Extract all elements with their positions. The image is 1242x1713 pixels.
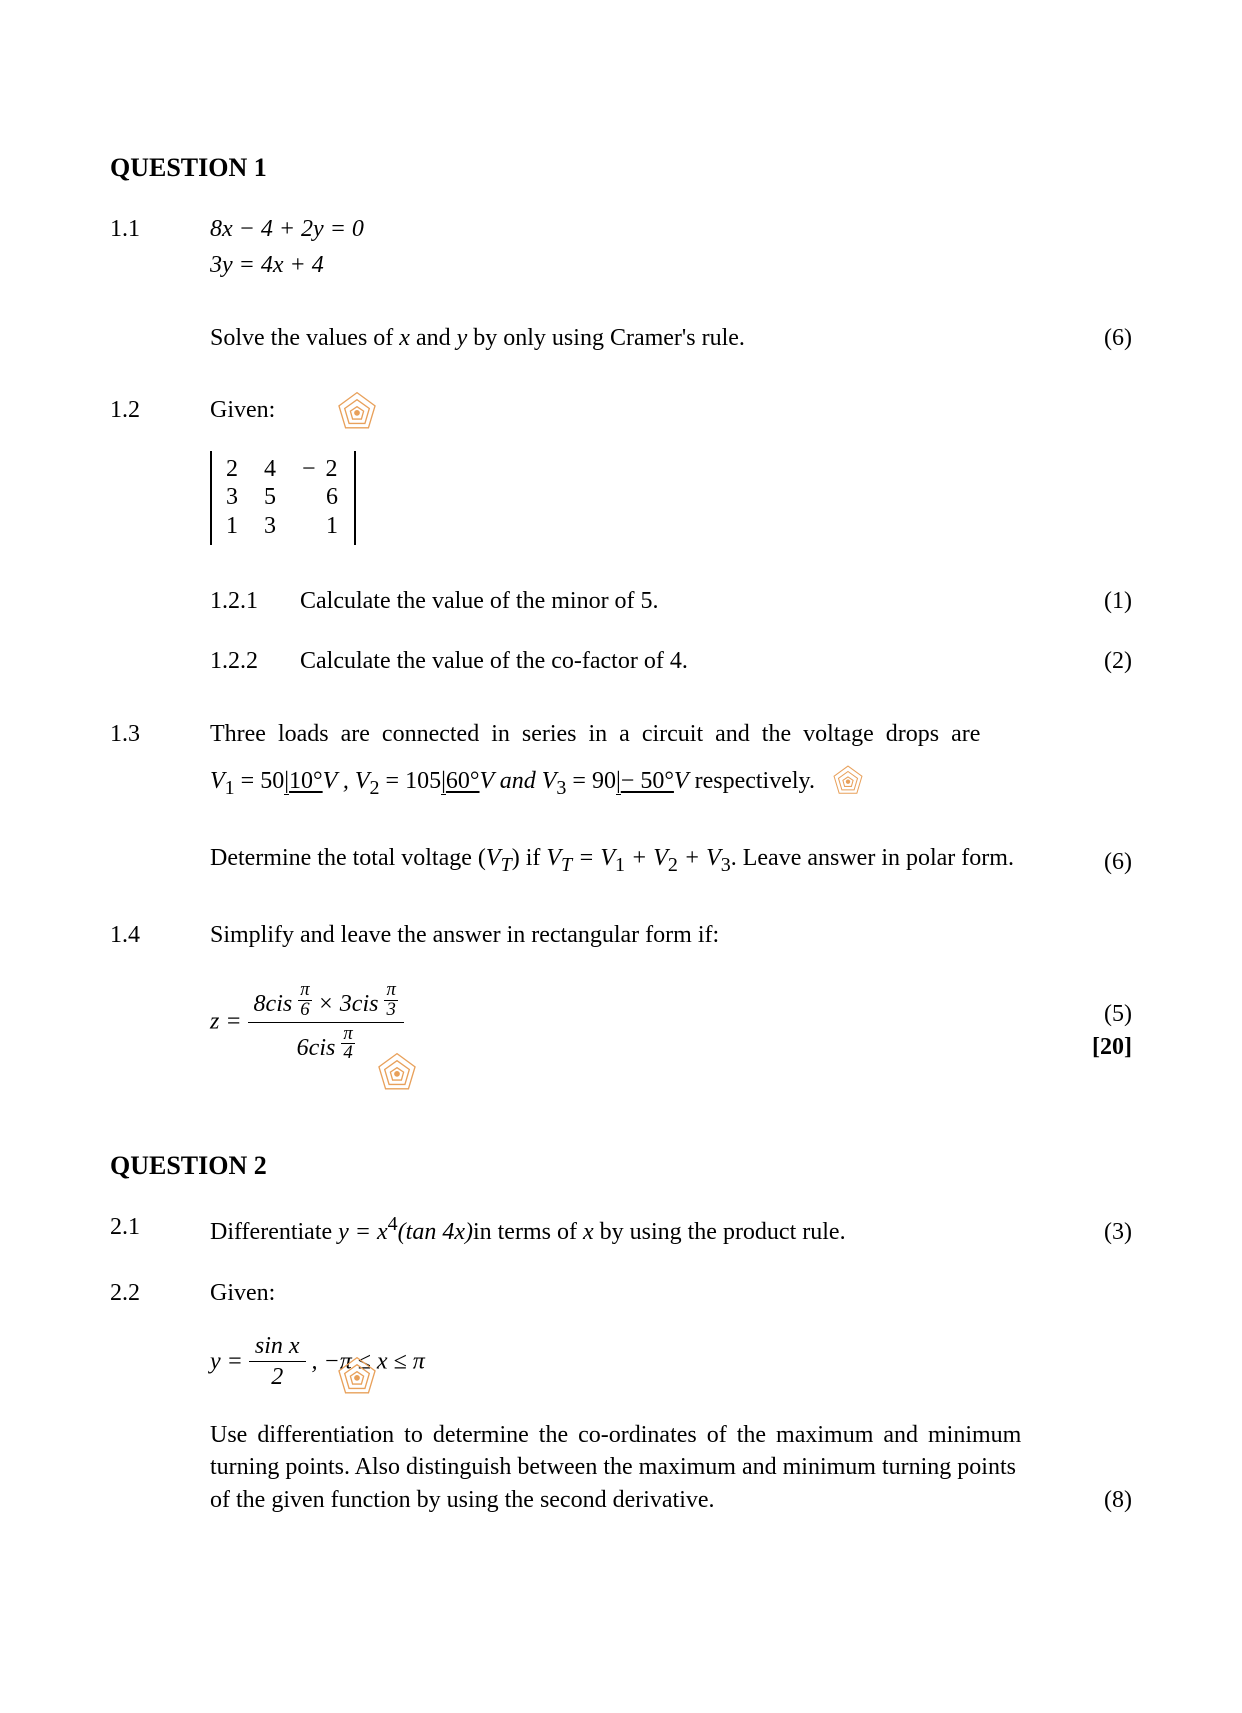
question-2-heading: QUESTION 2 (110, 1148, 1132, 1183)
q1-4-row: 1.4 Simplify and leave the answer in rec… (110, 919, 1132, 951)
q1-2-2-marks: (2) (1072, 645, 1132, 677)
q1-2-1-number: 1.2.1 (210, 585, 300, 617)
q1-1-eq-row: 1.1 8x − 4 + 2y = 0 3y = 4x + 4 (110, 213, 1132, 282)
q1-1-number: 1.1 (110, 213, 210, 245)
q1-1-instr-row: Solve the values of x and y by only usin… (110, 322, 1132, 354)
q1-2-number: 1.2 (110, 394, 210, 426)
q1-1-eq1: 8x − 4 + 2y = 0 (210, 213, 1052, 245)
q1-2-1-row: 1.2.1 Calculate the value of the minor o… (110, 585, 1132, 617)
exam-page: QUESTION 1 1.1 8x − 4 + 2y = 0 3y = 4x +… (0, 0, 1242, 1713)
q2-2-given: Given: (210, 1277, 1072, 1309)
text: by only using Cramer's rule. (467, 325, 745, 351)
det-r2: 3 5 6 (226, 483, 340, 512)
q1-3-body: Three loads are connected in series in a… (210, 718, 1072, 802)
q1-2-2-text: Calculate the value of the co-factor of … (300, 645, 1072, 677)
determinant: 2 4 − 2 3 5 6 1 3 1 (210, 451, 356, 545)
q2-1-body: Differentiate y = x4(tan 4x)in terms of … (210, 1211, 1072, 1248)
text: and (410, 325, 457, 351)
q2-1-number: 2.1 (110, 1211, 210, 1243)
q1-3-instr: Determine the total voltage (VT) if VT =… (210, 842, 1072, 879)
q1-2-2-row: 1.2.2 Calculate the value of the co-fact… (110, 645, 1132, 677)
watermark-icon (335, 390, 379, 434)
q1-3-line1: Three loads are connected in series in a… (210, 718, 1052, 750)
q2-2-formula: y = sin x 2 , −π ≤ x ≤ π (210, 1327, 1072, 1391)
q2-2-number: 2.2 (110, 1277, 210, 1309)
det-r3: 1 3 1 (226, 512, 340, 541)
det-r1: 2 4 − 2 (226, 455, 340, 484)
q1-2-1-marks: (1) (1072, 585, 1132, 617)
q1-3-marks: (6) (1072, 846, 1132, 878)
q2-2-marks: (8) (1072, 1484, 1132, 1516)
q1-3-row: 1.3 Three loads are connected in series … (110, 718, 1132, 802)
q1-1-eq2: 3y = 4x + 4 (210, 249, 1052, 281)
q1-2-2-number: 1.2.2 (210, 645, 300, 677)
q1-1-marks: (6) (1072, 322, 1132, 354)
q1-1-instruction: Solve the values of x and y by only usin… (210, 322, 1072, 354)
q1-4-number: 1.4 (110, 919, 210, 951)
z-fraction: 8cis π6 × 3cis π3 6cis π4 (248, 981, 404, 1063)
text: Solve the values of (210, 325, 399, 351)
q2-2-para: Use differentiation to determine the co-… (210, 1419, 1072, 1516)
question-1-heading: QUESTION 1 (110, 150, 1132, 185)
q1-3-instr-row: Determine the total voltage (VT) if VT =… (110, 842, 1132, 879)
given-label: Given: (210, 397, 275, 423)
q2-1-marks: (3) (1072, 1216, 1132, 1248)
watermark-icon (831, 764, 865, 798)
q2-2-formula-row: y = sin x 2 , −π ≤ x ≤ π (110, 1327, 1132, 1391)
q1-4-instr: Simplify and leave the answer in rectang… (210, 919, 1072, 951)
q1-1-body: 8x − 4 + 2y = 0 3y = 4x + 4 (210, 213, 1072, 282)
q2-2-para-row: Use differentiation to determine the co-… (110, 1419, 1132, 1516)
q1-3-number: 1.3 (110, 718, 210, 750)
q1-4-marks: (5) (1072, 998, 1132, 1030)
q2-1-row: 2.1 Differentiate y = x4(tan 4x)in terms… (110, 1211, 1132, 1248)
q1-4-marks-col: (5) [20] (1072, 998, 1132, 1063)
q1-2-1-text: Calculate the value of the minor of 5. (300, 585, 1072, 617)
q1-total: [20] (1072, 1031, 1132, 1063)
x-var: x (399, 325, 410, 351)
q1-4-formula: z = 8cis π6 × 3cis π3 6cis π4 (210, 969, 1072, 1063)
q1-2-matrix-row: 2 4 − 2 3 5 6 1 3 1 (110, 445, 1132, 545)
q1-3-line2: V1 = 50|10°V , V2 = 105|60°V and V3 = 90… (210, 754, 1052, 802)
q2-2-row: 2.2 Given: (110, 1277, 1132, 1309)
y-var: y (457, 325, 468, 351)
q1-4-formula-row: z = 8cis π6 × 3cis π3 6cis π4 (5) [20] (110, 969, 1132, 1063)
y-fraction: sin x 2 (249, 1333, 306, 1391)
q1-2-row: 1.2 Given: (110, 394, 1132, 426)
